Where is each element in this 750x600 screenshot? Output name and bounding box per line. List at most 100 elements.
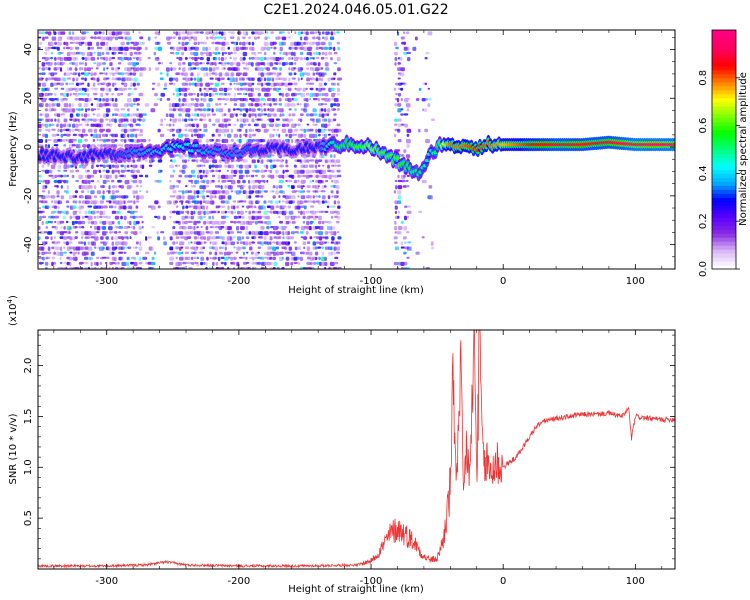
spectrogram-cell [181,41,185,46]
spectrogram-cell [181,215,186,220]
spectrogram-cell [266,62,271,66]
spectrogram-cell [233,87,238,91]
spectrogram-cell [278,123,281,127]
spectrogram-cell [272,77,275,82]
spectrogram-cell [63,246,66,249]
spectrogram-cell [54,57,57,61]
spectrogram-cell [282,231,285,236]
spectrogram-cell [279,113,282,117]
spectrogram-cell [132,118,137,123]
spectrogram-cell [62,174,68,178]
spectrogram-cell [175,241,179,245]
spectrogram-cell [65,72,71,76]
spectrogram-cell [263,87,267,92]
spectrogram-cell [78,200,82,204]
spectrogram-cell [100,236,104,240]
spectrogram-cell [403,261,408,266]
spectrogram-cell [202,108,207,112]
spectrogram-cell [406,256,410,259]
spectrogram-cell [109,231,112,234]
spectrogram-cell [172,36,176,39]
spectrogram-cell [68,123,71,128]
spectrogram-cell [393,133,397,138]
spectrogram-cell [56,103,61,107]
spectrogram-cell [241,46,247,50]
spectrogram-cell [81,51,85,56]
spectrogram-cell [421,179,427,184]
spectrogram-cell [242,174,245,177]
spectrogram-cell [205,169,209,175]
spectrogram-cell [156,231,159,235]
spectrogram-cell [394,62,397,66]
spectrogram-cell [272,108,275,112]
spectrogram-cell [199,118,203,122]
spectrogram-cell [300,133,304,138]
spectrogram-cell [159,98,163,102]
spectrogram-cell [290,51,294,56]
spectrogram-cell [171,113,175,118]
spectrogram-cell [233,57,237,61]
spectrogram-cell [100,87,105,91]
spectrogram-cell [263,57,267,61]
spectrogram-cell [245,256,248,260]
spectrogram-cell [321,72,325,77]
spectrogram-cell [281,57,284,61]
spectrogram-cell [126,164,130,168]
spectrogram-cell [44,57,49,61]
spectrogram-cell [181,236,185,239]
spectrogram-cell [315,164,318,169]
spectrogram-cell [75,46,80,50]
spectrogram-cell [427,103,431,108]
spectrogram-cell [394,118,398,122]
spectrogram-cell [54,246,60,251]
x-tick-label: 100 [626,576,645,587]
spectrogram-cell [237,36,240,41]
spectrogram-cell [263,98,267,102]
spectrogram-cell [84,139,88,142]
spectrogram-cell [54,215,60,219]
spectrogram-cell [56,251,61,256]
spectrogram-cell [269,210,273,214]
spectrogram-cell [59,57,63,62]
spectrogram-cell [209,179,212,184]
spectrogram-cell [180,210,185,214]
spectrogram-cell [184,133,189,138]
spectrogram-cell [187,62,192,67]
spectrogram-cell [203,241,207,244]
spectrogram-cell [248,82,253,87]
spectrogram-cell [242,246,246,250]
spectrogram-cell [193,36,198,41]
spectrogram-cell [121,36,124,40]
spectrogram-cell [159,133,165,138]
spectrogram-cell [54,118,57,122]
spectrogram-cell [312,51,316,55]
spectrogram-cell [164,82,168,87]
spectrogram-cell [181,72,185,76]
spectrogram-cell [99,36,105,41]
spectrogram-cell [38,226,41,230]
spectrogram-cell [275,246,279,250]
spectrogram-cell [428,185,433,189]
spectrogram-cell [57,128,60,132]
spectrogram-cell [236,205,239,209]
spectrogram-cell [263,236,267,240]
spectrogram-cell [327,108,331,113]
colorbar-swatch [712,213,736,218]
spectrogram-cell [394,241,398,244]
spectrogram-cell [330,87,335,92]
spectrogram-cell [281,210,287,216]
spectrogram-cell [314,31,318,34]
spectrogram-cell [51,103,55,107]
spectrogram-cell [212,123,216,126]
spectrogram-cell [42,36,45,41]
spectrogram-cell [96,77,100,82]
spectrogram-cell [157,128,161,133]
spectrogram-cell [103,67,106,72]
spectrogram-cell [193,190,196,195]
spectrogram-cell [239,123,244,128]
spectrogram-cell [136,139,140,143]
spectrogram-cell [215,41,220,45]
spectrogram-cell [309,31,315,35]
spectrogram-cell [251,231,256,235]
spectrogram-cell [321,113,325,118]
